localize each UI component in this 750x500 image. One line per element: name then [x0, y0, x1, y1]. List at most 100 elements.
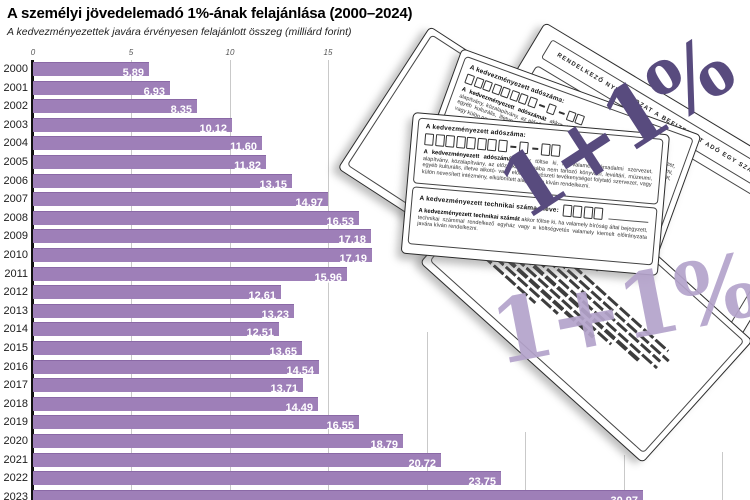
bar: 12,51 [33, 322, 279, 340]
bar: 6,93 [33, 80, 170, 98]
year-label: 2017 [3, 379, 28, 392]
chart-row: 2016 14,54 [0, 359, 750, 377]
chart-row: 2002 8,35 [0, 99, 750, 117]
bar: 16,53 [33, 210, 359, 228]
bar: 13,71 [33, 378, 303, 396]
year-label: 2021 [3, 453, 28, 466]
chart-row: 2012 12,61 [0, 285, 750, 303]
bar: 17,18 [33, 229, 371, 247]
year-label: 2003 [3, 118, 28, 131]
bar-value-label: 13,71 [270, 383, 298, 396]
bar-value-label: 13,23 [261, 308, 289, 321]
chart-row: 2013 13,23 [0, 303, 750, 321]
year-label: 2006 [3, 174, 28, 187]
chart-row: 2023 30,97 [0, 489, 750, 500]
bar-value-label: 23,75 [468, 476, 496, 489]
bar-value-label: 12,51 [246, 327, 274, 340]
year-label: 2010 [3, 249, 28, 261]
year-label: 2012 [3, 286, 28, 299]
gridline [525, 432, 526, 500]
bar-value-label: 17,18 [338, 234, 366, 247]
bar-value-label: 13,15 [259, 178, 287, 191]
page-subtitle: A kedvezményezettek javára érvényesen fe… [7, 26, 352, 38]
digit-box [455, 135, 466, 149]
chart-row: 2020 18,79 [0, 434, 750, 451]
gridline [427, 332, 428, 500]
bar: 16,55 [33, 415, 359, 432]
bar: 11,82 [33, 155, 266, 172]
chart-row: 2021 20,72 [0, 452, 750, 470]
x-tick-label: 0 [30, 48, 36, 57]
chart-row: 2022 23,75 [0, 471, 750, 489]
chart-row: 2019 16,55 [0, 415, 750, 432]
chart-row: 2001 6,93 [0, 80, 750, 98]
digit-box [526, 96, 538, 109]
chart-row: 2005 11,82 [0, 155, 750, 172]
bar: 30,97 [33, 489, 643, 500]
bar-value-label: 8,35 [170, 104, 192, 117]
bar-value-label: 14,54 [286, 364, 314, 377]
year-label: 2000 [3, 63, 28, 75]
year-label: 2015 [3, 342, 28, 354]
bar-value-label: 14,97 [295, 197, 323, 210]
gridline [624, 455, 625, 500]
bar-value-label: 16,53 [326, 215, 354, 228]
digit-box [445, 134, 456, 148]
bar: 12,61 [33, 285, 281, 303]
year-label: 2019 [3, 416, 28, 429]
year-label: 2022 [3, 472, 28, 485]
year-label: 2008 [3, 211, 28, 224]
bar-value-label: 13,65 [269, 346, 297, 358]
bar: 17,19 [33, 248, 372, 265]
year-label: 2001 [3, 81, 28, 94]
gridline [722, 452, 723, 500]
year-label: 2020 [3, 435, 28, 447]
bar-value-label: 12,61 [248, 290, 276, 303]
chart-row: 2014 12,51 [0, 322, 750, 340]
bar: 15,96 [33, 266, 347, 284]
bar-value-label: 17,19 [339, 253, 367, 265]
page-title: A személyi jövedelemadó 1%-ának felajánl… [7, 5, 413, 22]
bar-value-label: 18,79 [370, 439, 398, 451]
bar: 10,12 [33, 117, 232, 135]
chart-row: 2017 13,71 [0, 378, 750, 396]
bar: 13,65 [33, 341, 302, 358]
bar: 11,60 [33, 136, 262, 154]
year-label: 2009 [3, 230, 28, 243]
bar-value-label: 30,97 [610, 495, 643, 500]
bar: 13,15 [33, 173, 292, 191]
bar: 23,75 [33, 471, 501, 489]
bar-value-label: 6,93 [143, 85, 165, 98]
bar-value-label: 5,89 [122, 67, 144, 79]
year-label: 2007 [3, 193, 28, 206]
bar-value-label: 11,82 [234, 160, 261, 172]
bar: 14,49 [33, 396, 318, 414]
chart-row: 2015 13,65 [0, 341, 750, 358]
chart-row: 2004 11,60 [0, 136, 750, 154]
year-label: 2016 [3, 360, 28, 373]
chart-row: 2003 10,12 [0, 117, 750, 135]
year-label: 2018 [3, 397, 28, 410]
chart-row: 2006 13,15 [0, 173, 750, 191]
year-label: 2013 [3, 304, 28, 317]
dash-separator [538, 104, 546, 108]
year-label: 2023 [3, 490, 28, 500]
bar-value-label: 10,12 [199, 122, 227, 135]
x-tick-label: 10 [225, 48, 235, 57]
bar-value-label: 14,49 [285, 401, 313, 414]
year-label: 2005 [3, 156, 28, 168]
bar-value-label: 11,60 [230, 141, 257, 154]
bar: 18,79 [33, 434, 403, 451]
year-label: 2014 [3, 323, 28, 336]
chart-row: 2010 17,19 [0, 248, 750, 265]
year-label: 2011 [4, 267, 28, 280]
technical-number-writing-line [608, 209, 650, 223]
chart-row: 2011 15,96 [0, 266, 750, 284]
bar-value-label: 15,96 [314, 271, 342, 284]
bar-value-label: 20,72 [408, 457, 436, 470]
digit-box [434, 134, 445, 147]
year-label: 2002 [3, 100, 28, 113]
digit-box [476, 137, 487, 151]
year-label: 2004 [3, 137, 28, 150]
digit-box [583, 206, 594, 220]
